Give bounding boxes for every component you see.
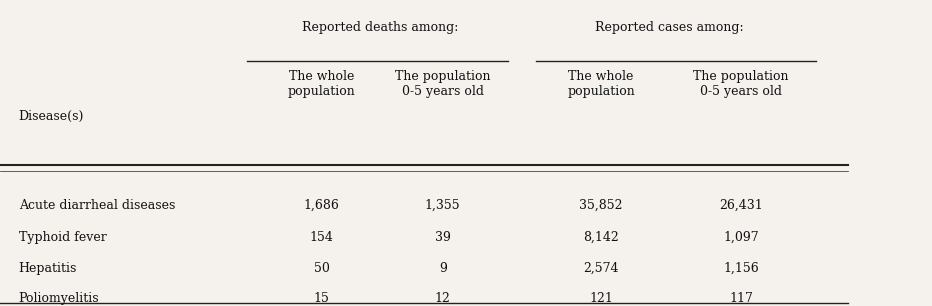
Text: 1,097: 1,097 — [723, 231, 759, 244]
Text: 1,355: 1,355 — [425, 199, 460, 212]
Text: Typhoid fever: Typhoid fever — [19, 231, 106, 244]
Text: 50: 50 — [313, 262, 330, 274]
Text: 15: 15 — [313, 292, 330, 305]
Text: Disease(s): Disease(s) — [19, 110, 84, 123]
Text: 2,574: 2,574 — [583, 262, 619, 274]
Text: 26,431: 26,431 — [720, 199, 762, 212]
Text: The whole
population: The whole population — [288, 70, 355, 99]
Text: 1,156: 1,156 — [723, 262, 759, 274]
Text: 1,686: 1,686 — [304, 199, 339, 212]
Text: 9: 9 — [439, 262, 446, 274]
Text: 121: 121 — [589, 292, 613, 305]
Text: Acute diarrheal diseases: Acute diarrheal diseases — [19, 199, 175, 212]
Text: The population
0-5 years old: The population 0-5 years old — [395, 70, 490, 99]
Text: 117: 117 — [729, 292, 753, 305]
Text: Poliomyelitis: Poliomyelitis — [19, 292, 100, 305]
Text: 8,142: 8,142 — [583, 231, 619, 244]
Text: 39: 39 — [434, 231, 451, 244]
Text: Hepatitis: Hepatitis — [19, 262, 77, 274]
Text: 12: 12 — [434, 292, 451, 305]
Text: 35,852: 35,852 — [580, 199, 623, 212]
Text: The whole
population: The whole population — [568, 70, 635, 99]
Text: Reported cases among:: Reported cases among: — [595, 21, 744, 34]
Text: Reported deaths among:: Reported deaths among: — [302, 21, 459, 34]
Text: The population
0-5 years old: The population 0-5 years old — [693, 70, 788, 99]
Text: 154: 154 — [309, 231, 334, 244]
